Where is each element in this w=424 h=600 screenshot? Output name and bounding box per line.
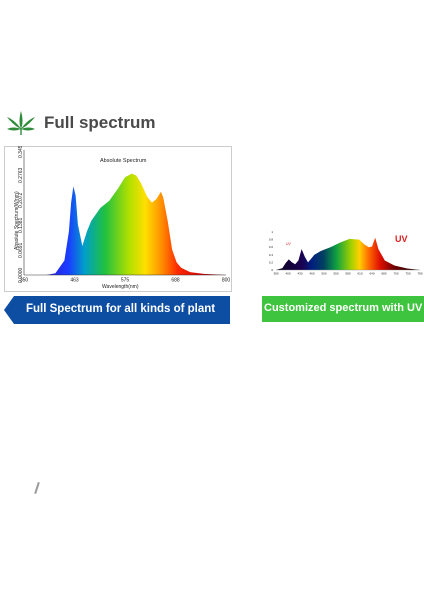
uv-spectrum-banner: Customized spectrum with UV [262, 296, 424, 322]
uv-y-tick-label: 0.6 [269, 245, 274, 249]
uv-spectrum-chart: UV UV 380 400 430 460 500 550 580 610 640 680 700 7… [269, 230, 423, 276]
main-x-tick-label: 350 [20, 278, 29, 284]
chart-title: Absolute Spectrum [100, 158, 147, 164]
uv-spectrum-area [276, 237, 420, 270]
main-spectrum-area [24, 173, 226, 275]
full-spectrum-banner: Full Spectrum for all kinds of plant [4, 296, 230, 324]
cannabis-leaf-icon [7, 111, 35, 135]
uv-x-tick-label: 460 [309, 272, 314, 276]
main-spectrum-chart: Absolute Spectrum Absolute Spectrum(W/nm… [4, 146, 232, 292]
header: Full spectrum [6, 108, 155, 138]
y-axis-label: Absolute Spectrum(W/nm) [14, 191, 20, 250]
main-y-tick-label: 0.1381 [18, 217, 24, 233]
main-y-tick-label: 0.2072 [18, 192, 24, 208]
uv-x-tick-label: 430 [297, 272, 302, 276]
uv-y-tick-label: 0.2 [269, 260, 274, 264]
uv-y-tick-label: 0.8 [269, 238, 274, 242]
main-y-tick-label: 0.3454 [18, 146, 24, 158]
main-x-tick-label: 800 [222, 278, 231, 284]
uv-y-tick-label: 0 [271, 268, 273, 272]
page-title: Full spectrum [44, 113, 156, 132]
uv-x-tick-label: 680 [381, 272, 386, 276]
uv-x-tick-label: 700 [393, 272, 398, 276]
uv-y-tick-label: 1 [271, 230, 273, 234]
uv-x-tick-label: 610 [357, 272, 362, 276]
main-x-tick-label: 575 [121, 278, 130, 284]
main-y-tick-label: 0.2763 [18, 167, 24, 183]
x-axis-label: Wavelength(nm) [102, 284, 139, 290]
uv-x-tick-label: 640 [369, 272, 374, 276]
main-y-tick-label: 0.0691 [18, 242, 24, 258]
uv-y-tick-label: 0.4 [269, 253, 274, 257]
uv-x-tick-label: 780 [417, 272, 422, 276]
uv-spectrum-banner-label: Customized spectrum with UV [264, 302, 423, 314]
uv-x-tick-label: 380 [273, 272, 278, 276]
main-y-tick-label: 0.0000 [18, 267, 24, 283]
uv-small-label: UV [286, 242, 292, 246]
full-spectrum-banner-label: Full Spectrum for all kinds of plant [26, 303, 216, 315]
main-x-tick-label: 688 [171, 278, 180, 284]
uv-annotation: UV [395, 234, 408, 244]
uv-x-tick-label: 400 [285, 272, 290, 276]
uv-x-tick-label: 580 [345, 272, 350, 276]
uv-x-tick-label: 750 [405, 272, 410, 276]
main-x-tick-label: 463 [70, 278, 79, 284]
uv-x-tick-label: 550 [333, 272, 338, 276]
decorative-mark [34, 481, 40, 495]
uv-x-tick-label: 500 [321, 272, 326, 276]
